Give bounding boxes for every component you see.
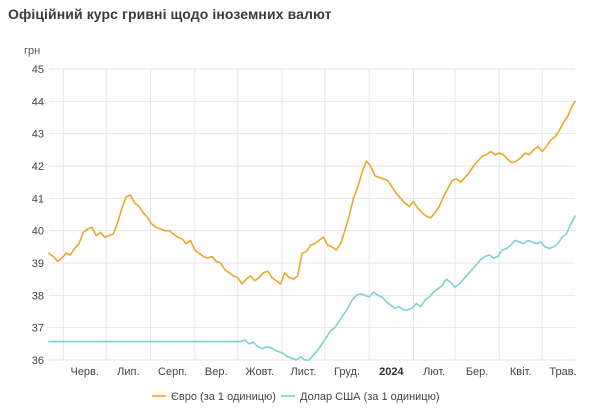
x-tick-label: Трав. [549, 366, 576, 378]
grid [49, 68, 575, 361]
x-tick-label: Груд. [334, 366, 360, 378]
y-axis-label: грн [24, 45, 40, 57]
y-tick-label: 43 [32, 129, 44, 141]
x-tick-label: Жовт. [246, 366, 275, 378]
legend-label: Євро (за 1 одиницю) [171, 391, 276, 403]
y-tick-label: 37 [32, 323, 44, 335]
x-tick-label: Серп. [158, 366, 187, 378]
x-tick-label: 2024 [379, 366, 404, 378]
y-tick-label: 45 [32, 64, 44, 76]
x-tick-label: Лип. [117, 366, 139, 378]
series-line-euro [48, 100, 576, 285]
axes: 36 37 38 39 40 41 42 43 44 45 Черв. Лип. Серп. Вер. Жо… [24, 45, 577, 378]
x-tick-label: Вер. [205, 366, 228, 378]
legend-label: Долар США (за 1 одиницю) [300, 391, 440, 403]
x-tick-label: Лют. [423, 366, 445, 378]
x-tick-label: Квіт. [510, 366, 532, 378]
y-tick-label: 44 [32, 96, 44, 108]
y-tick-label: 40 [32, 226, 44, 238]
series-line-usd [48, 215, 576, 361]
y-tick-label: 39 [32, 258, 44, 270]
y-tick-label: 38 [32, 290, 44, 302]
legend-item-usd[interactable]: Долар США (за 1 одиницю) [281, 391, 440, 403]
x-tick-label: Черв. [70, 366, 98, 378]
x-tick-label: Бер. [466, 366, 489, 378]
x-tick-label: Лист. [291, 366, 317, 378]
y-tick-label: 41 [32, 193, 44, 205]
legend-item-euro[interactable]: Євро (за 1 одиницю) [152, 391, 276, 403]
chart-title: Офіційний курс гривні щодо іноземних вал… [8, 6, 332, 22]
y-tick-label: 42 [32, 161, 44, 173]
series-lines [48, 100, 576, 361]
y-tick-label: 36 [32, 355, 44, 367]
legend: Євро (за 1 одиницю) Долар США (за 1 одини… [152, 391, 440, 403]
